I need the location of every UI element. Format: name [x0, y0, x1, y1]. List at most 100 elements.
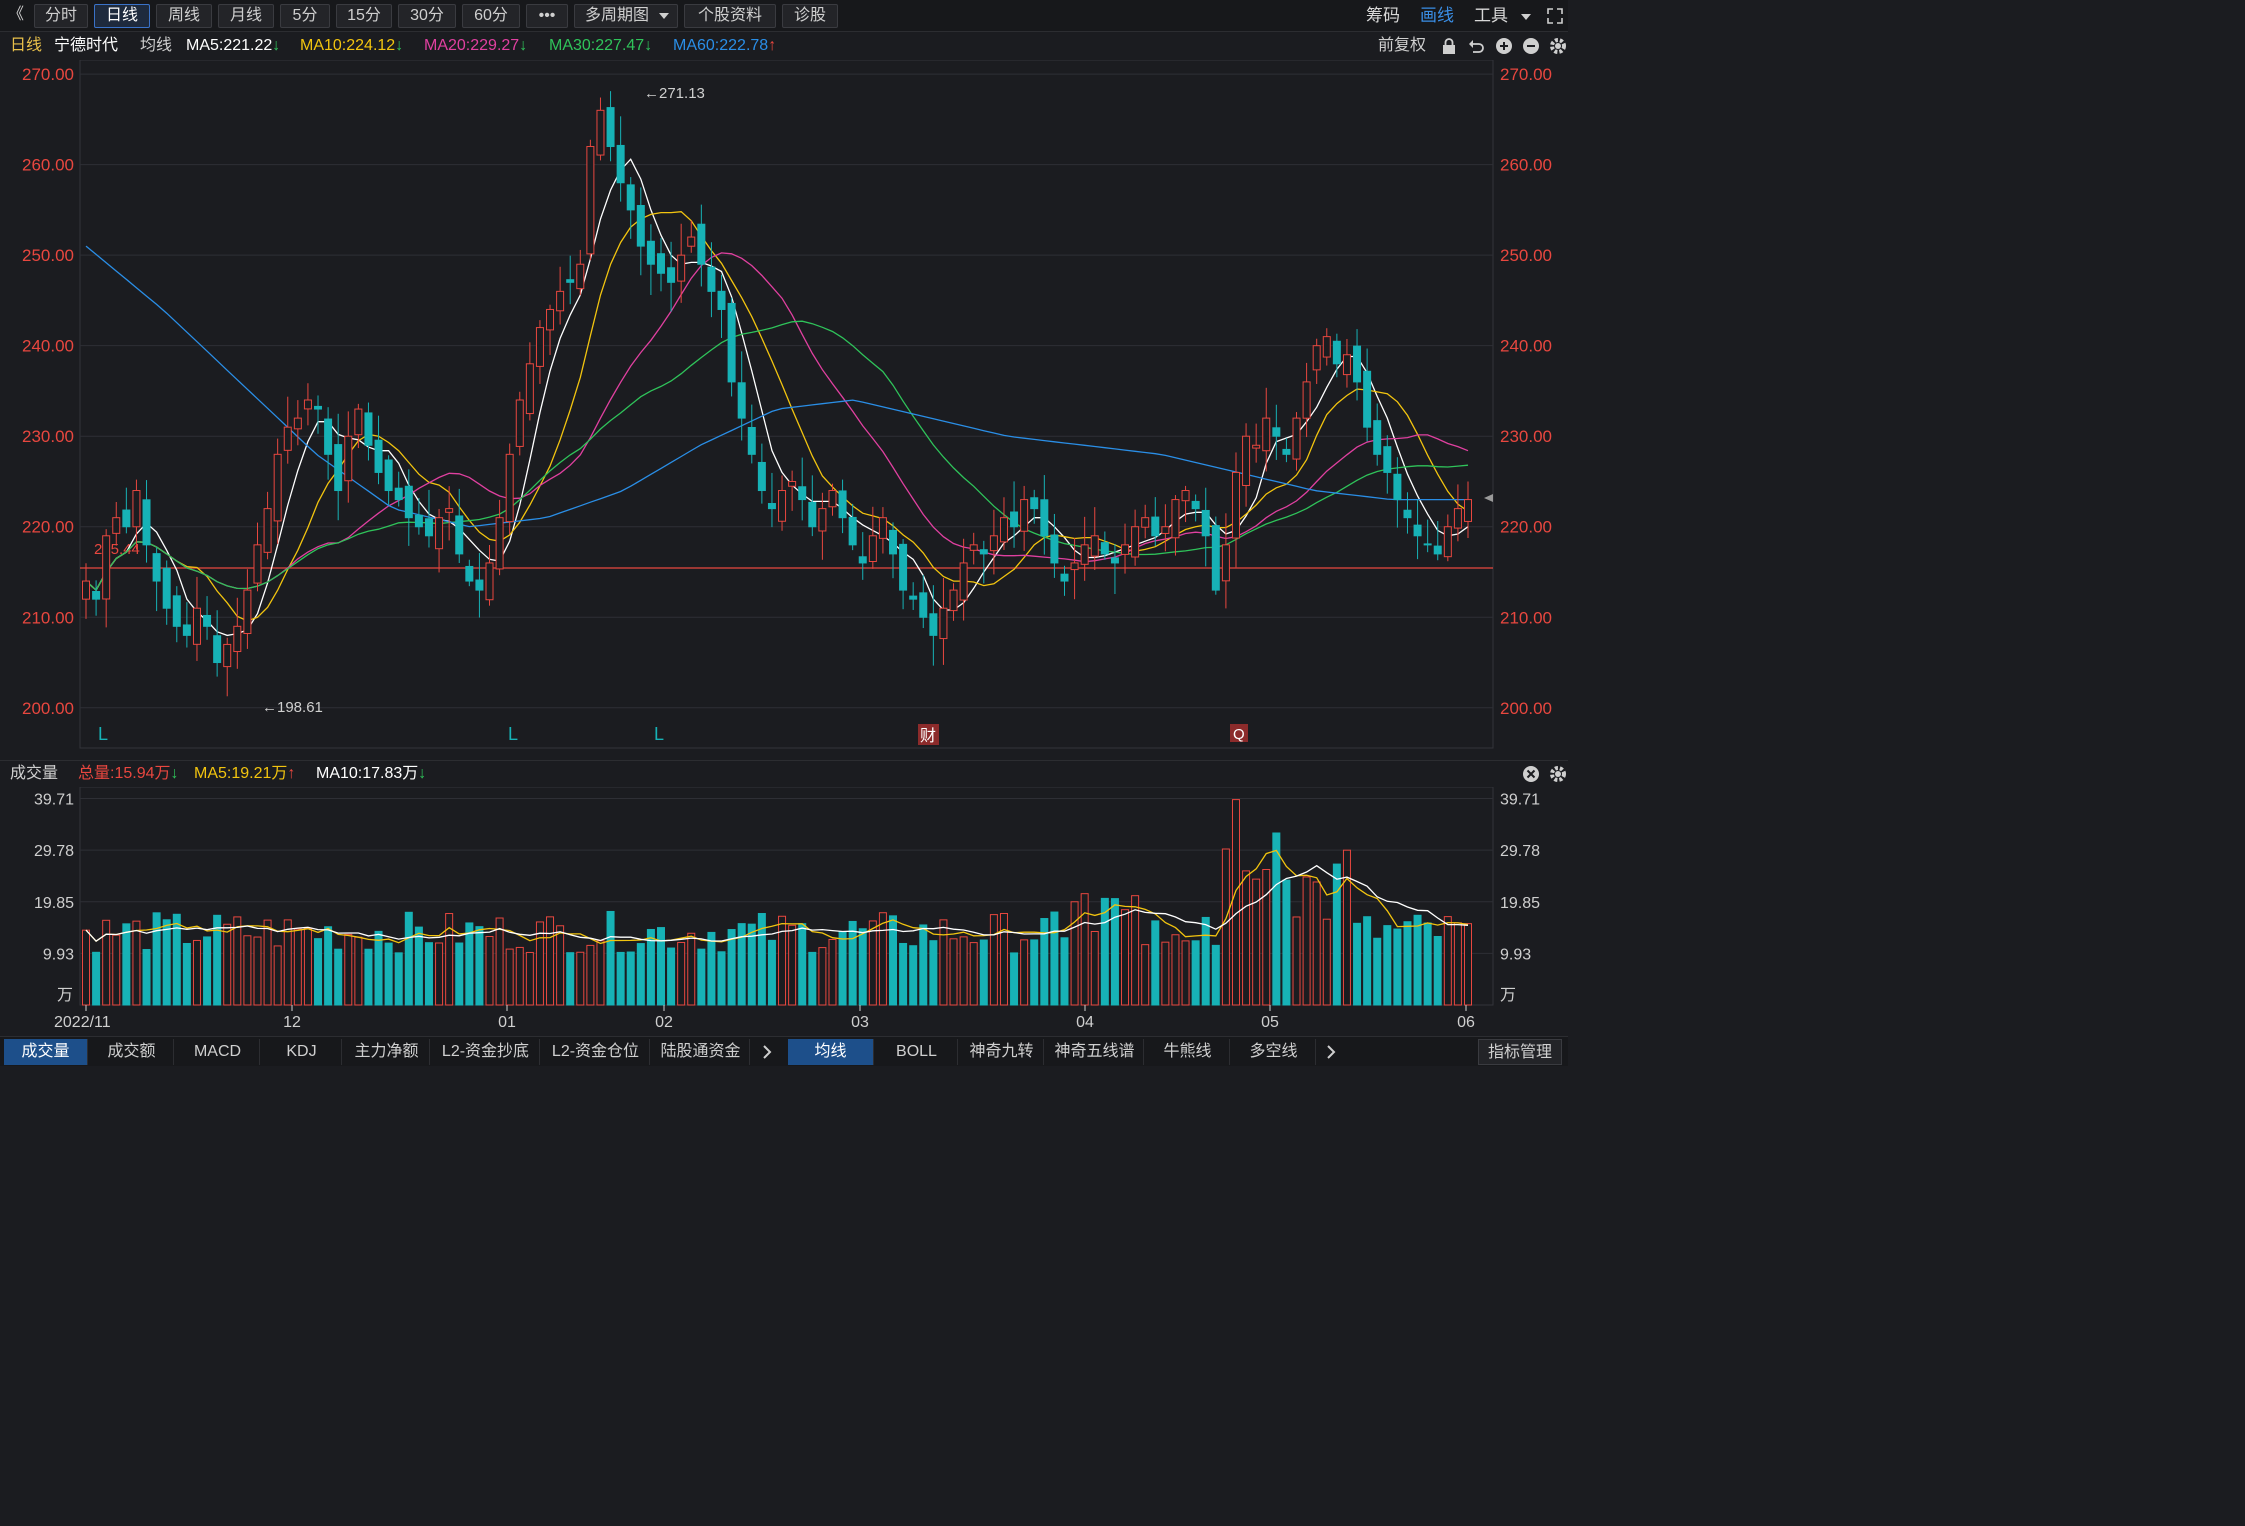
tab-volume[interactable]: 成交量	[4, 1039, 88, 1065]
zoom-in-icon[interactable]	[1495, 37, 1513, 55]
candle-body	[233, 625, 242, 653]
volume-bar	[707, 931, 716, 1006]
tab-main-net[interactable]: 主力净额	[344, 1039, 430, 1065]
candle-body	[515, 399, 524, 447]
ma-label[interactable]: 均线	[140, 37, 173, 54]
volume-bar	[1252, 878, 1261, 1006]
candle-body	[172, 595, 181, 627]
volume-bar	[223, 923, 232, 1006]
candle-body	[1292, 417, 1301, 460]
period-tab-15min[interactable]: 15分	[336, 4, 392, 28]
candle-body	[303, 399, 312, 410]
tab-l2-bottom[interactable]: L2-资金抄底	[432, 1039, 540, 1065]
stock-info-button[interactable]: 个股资料	[684, 4, 776, 28]
ma30-text: MA30:227.47	[549, 37, 645, 54]
period-tab-60min[interactable]: 60分	[462, 4, 520, 28]
candle-body	[808, 501, 817, 528]
candle-body	[889, 529, 898, 555]
volume-bar	[384, 942, 393, 1006]
candle-body	[687, 236, 696, 247]
adjust-label[interactable]: 前复权	[1378, 37, 1427, 54]
gear-icon[interactable]	[1549, 765, 1567, 783]
volume-bar	[1110, 898, 1119, 1006]
candle-body	[1040, 499, 1049, 537]
diagnose-button[interactable]: 诊股	[782, 4, 838, 28]
volume-bar	[1090, 930, 1099, 1006]
tab-magic-nine[interactable]: 神奇九转	[960, 1039, 1044, 1065]
gear-icon[interactable]	[1549, 37, 1567, 55]
tab-macd[interactable]: MACD	[176, 1039, 260, 1065]
volume-bar	[1100, 897, 1109, 1006]
volume-bar	[838, 931, 847, 1006]
period-tab-daily[interactable]: 日线	[94, 4, 150, 28]
volume-ma10: MA10:17.83万↓	[316, 761, 426, 787]
candle-body	[596, 109, 605, 156]
candle-body	[979, 549, 988, 555]
candlestick-chart[interactable]: 270.00 270.00 260.00 260.00 250.00 250.00 240.…	[0, 60, 1568, 758]
volume-bar	[778, 915, 787, 1006]
undo-icon[interactable]	[1467, 37, 1485, 55]
candle-body	[283, 426, 292, 451]
candle-body	[1353, 345, 1362, 383]
tab-ma[interactable]: 均线	[788, 1039, 874, 1065]
ma20-value: MA20:229.27↓	[424, 33, 527, 59]
candle-body	[112, 517, 121, 534]
candle-body	[636, 204, 645, 247]
candle-body	[495, 517, 504, 570]
indicator-manage-button[interactable]: 指标管理	[1478, 1039, 1562, 1065]
candle-body	[273, 453, 282, 522]
volume-bar	[1080, 893, 1089, 1006]
candle-body	[1211, 525, 1220, 591]
chevron-right-icon[interactable]	[1322, 1043, 1340, 1061]
volume-bar	[546, 916, 555, 1006]
candle-body	[465, 565, 474, 582]
fullscreen-icon[interactable]	[1546, 7, 1564, 25]
period-tab-5min[interactable]: 5分	[280, 4, 330, 28]
tab-long-short[interactable]: 多空线	[1232, 1039, 1316, 1065]
candle-body	[505, 453, 514, 523]
volume-chart[interactable]: 39.71 39.71 29.78 29.78 19.85 19.85 9.93 9.93 万 万…	[0, 787, 1568, 1035]
chevron-right-icon[interactable]	[758, 1043, 776, 1061]
candle-body	[1191, 500, 1200, 510]
volume-unit-left: 万	[57, 987, 73, 1004]
lock-icon[interactable]	[1440, 37, 1458, 55]
volume-bar	[798, 923, 807, 1006]
zoom-out-icon[interactable]	[1522, 37, 1540, 55]
arrow-down-icon: ↓	[418, 765, 427, 782]
date-axis: 2022/11 12 01 02 03 04 05 06	[54, 1005, 1475, 1031]
candle-body	[203, 614, 212, 627]
period-tab-30min[interactable]: 30分	[398, 4, 456, 28]
tab-kdj[interactable]: KDJ	[262, 1039, 342, 1065]
more-periods-button[interactable]: •••	[526, 4, 568, 28]
volume-tick-left: 19.85	[34, 895, 74, 912]
back-button[interactable]: 《	[7, 6, 24, 23]
period-tab-intraday[interactable]: 分时	[34, 4, 88, 28]
candle-body	[1131, 526, 1140, 558]
period-tab-weekly[interactable]: 周线	[156, 4, 212, 28]
volume-bar	[203, 936, 212, 1006]
signal-marker-l: L	[98, 724, 108, 744]
candle-body	[1110, 557, 1119, 564]
candle-body	[132, 490, 141, 528]
chips-button[interactable]: 筹码	[1366, 6, 1400, 25]
tab-magic-five[interactable]: 神奇五线谱	[1046, 1039, 1144, 1065]
volume-bar	[182, 942, 191, 1006]
multi-period-dropdown[interactable]: 多周期图	[574, 4, 678, 28]
candle-body	[1443, 526, 1452, 558]
tab-northbound[interactable]: 陆股通资金	[652, 1039, 750, 1065]
close-icon[interactable]	[1522, 765, 1540, 783]
candle-body	[253, 544, 262, 584]
candle-body	[82, 580, 90, 600]
tab-l2-position[interactable]: L2-资金仓位	[542, 1039, 650, 1065]
tab-boll[interactable]: BOLL	[876, 1039, 958, 1065]
volume-bar	[757, 913, 766, 1006]
period-tab-monthly[interactable]: 月线	[218, 4, 274, 28]
tab-turnover[interactable]: 成交额	[90, 1039, 174, 1065]
tab-bull-bear[interactable]: 牛熊线	[1146, 1039, 1230, 1065]
tools-dropdown[interactable]: 工具	[1474, 4, 1531, 28]
chevron-down-icon	[659, 13, 669, 19]
draw-line-button[interactable]: 画线	[1420, 6, 1454, 25]
date-label: 03	[851, 1014, 869, 1031]
candle-body	[1090, 535, 1099, 557]
volume-bar	[687, 932, 696, 1006]
